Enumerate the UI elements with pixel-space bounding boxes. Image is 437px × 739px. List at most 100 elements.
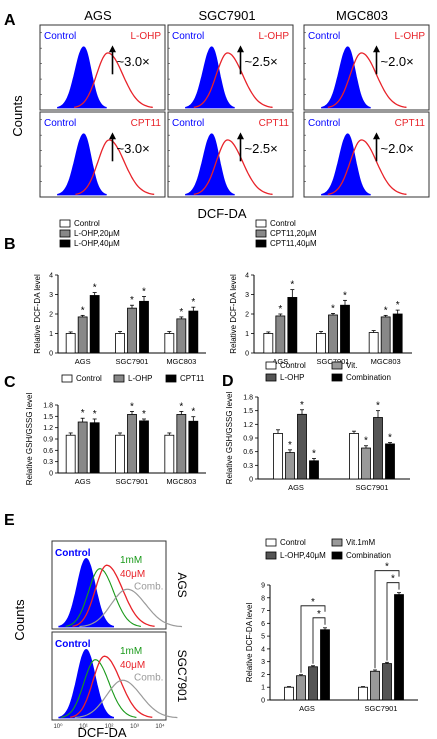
bar xyxy=(188,310,199,354)
y-tick-label: 0.6 xyxy=(243,449,253,456)
y-tick-label: 0.3 xyxy=(243,463,253,470)
bar xyxy=(358,686,368,701)
y-tick-label: 0 xyxy=(261,698,265,705)
y-tick-label: 0.6 xyxy=(43,448,53,455)
legend-entry: L-OHP xyxy=(128,374,152,383)
fold-arrow-head xyxy=(109,45,116,53)
col-label-sgc7901: SGC7901 xyxy=(198,8,255,23)
bar xyxy=(394,594,404,701)
control-histogram xyxy=(185,133,235,196)
bar xyxy=(263,333,274,354)
control-histogram xyxy=(57,133,107,196)
y-tick-label: 4 xyxy=(245,273,249,280)
e-xlabel: DCF-DA xyxy=(77,725,126,739)
y-axis-label: Relative GSH/GSSG level xyxy=(225,392,234,485)
drug-histogram xyxy=(193,52,273,109)
significance-mark: * xyxy=(142,286,146,297)
legend-swatch xyxy=(265,373,277,382)
control-histogram xyxy=(321,46,371,109)
significance-mark: * xyxy=(130,295,134,306)
bar xyxy=(139,300,149,354)
chart-C: C 0 0.3 0.6 0.9 1.2 1.5 1.8 Relative GSH/GSSG le… xyxy=(4,374,206,486)
drug-histogram xyxy=(327,139,407,196)
x-tick-label: AGS xyxy=(272,357,288,366)
legend-entry: L-OHP,40μM xyxy=(74,239,120,248)
fold-arrow-head xyxy=(237,45,244,53)
x-tick-label: AGS xyxy=(75,477,91,486)
bar xyxy=(328,314,338,354)
significance-mark: * xyxy=(179,307,183,318)
histogram-row2-2: Control CPT11 ~2.0× xyxy=(303,111,430,198)
control-histogram xyxy=(185,46,235,109)
comb-label: Comb. xyxy=(134,581,163,592)
significance-mark: * xyxy=(388,433,392,444)
control-label: Control xyxy=(55,639,91,650)
bar xyxy=(164,333,175,354)
y-tick-label: 4 xyxy=(49,273,53,280)
chart-E: 0 1 2 3 4 5 6 7 8 9 Relative DCF-DA level AGS SGC790… xyxy=(245,538,418,713)
drug-label: CPT11 xyxy=(259,118,290,129)
bar xyxy=(89,422,100,474)
drug-label: L-OHP xyxy=(258,31,289,42)
plot-frame xyxy=(167,111,294,198)
significance-mark: * xyxy=(331,303,335,314)
significance-mark: * xyxy=(312,449,316,460)
bar xyxy=(380,316,391,354)
control-label: Control xyxy=(55,548,91,559)
bar xyxy=(89,295,100,354)
histogram-row1-2: Control L-OHP ~2.0× xyxy=(303,24,430,111)
control-label: Control xyxy=(44,118,76,129)
x-tick-label: MGC803 xyxy=(166,477,196,486)
y-tick-label: 0 xyxy=(49,351,53,358)
x-tick-label: 10⁴ xyxy=(155,723,165,730)
legend-entry: Vit.1mM xyxy=(346,538,376,547)
bar xyxy=(308,666,318,701)
comb-histogram xyxy=(79,588,183,628)
y-tick-label: 0.9 xyxy=(243,436,253,443)
control-histogram xyxy=(321,133,371,196)
legend-entry: Combination xyxy=(346,551,391,560)
drug-histogram xyxy=(72,564,155,627)
control-histogram xyxy=(58,557,114,628)
y-tick-label: 2 xyxy=(245,312,249,319)
bar xyxy=(297,413,307,480)
bar xyxy=(392,313,403,354)
significance-mark: * xyxy=(343,290,347,301)
legend-entry: Control xyxy=(280,361,306,370)
control-label: Control xyxy=(308,31,340,42)
bar xyxy=(287,297,298,354)
significance-mark: * xyxy=(142,409,146,420)
drug-histogram xyxy=(73,52,153,109)
histogram-row2-0: Control CPT11 ~3.0× xyxy=(39,111,166,198)
plot-frame xyxy=(303,24,430,111)
legend-swatch xyxy=(265,538,277,547)
comb-label: Comb. xyxy=(134,672,163,683)
drug-label: L-OHP xyxy=(130,31,161,42)
y-tick-label: 0.3 xyxy=(43,459,53,466)
significance-mark: * xyxy=(288,440,292,451)
legend-swatch xyxy=(59,219,71,228)
fold-change-label: ~2.0× xyxy=(381,54,414,69)
legend-entry: CPT11,40μM xyxy=(270,239,317,248)
vit-histogram xyxy=(60,659,137,718)
drug-histogram xyxy=(193,139,273,196)
y-tick-label: 0 xyxy=(249,477,253,484)
x-tick-label: SGC7901 xyxy=(365,704,398,713)
drug-histogram xyxy=(75,139,155,196)
y-tick-label: 0.9 xyxy=(43,437,53,444)
bar xyxy=(115,333,125,354)
y-tick-label: 6 xyxy=(261,621,265,628)
significance-mark: * xyxy=(278,304,282,315)
legend-swatch xyxy=(255,229,267,238)
drug-histogram xyxy=(327,52,407,109)
bar xyxy=(77,316,88,354)
significance-mark: * xyxy=(290,280,294,291)
significance-mark: * xyxy=(311,597,315,608)
y-tick-label: 8 xyxy=(261,595,265,602)
x-tick-label: MGC803 xyxy=(166,357,196,366)
significance-mark: * xyxy=(191,407,195,418)
sig-bracket xyxy=(312,617,326,664)
panel-letter: B xyxy=(4,236,16,253)
legend-swatch xyxy=(331,538,343,547)
